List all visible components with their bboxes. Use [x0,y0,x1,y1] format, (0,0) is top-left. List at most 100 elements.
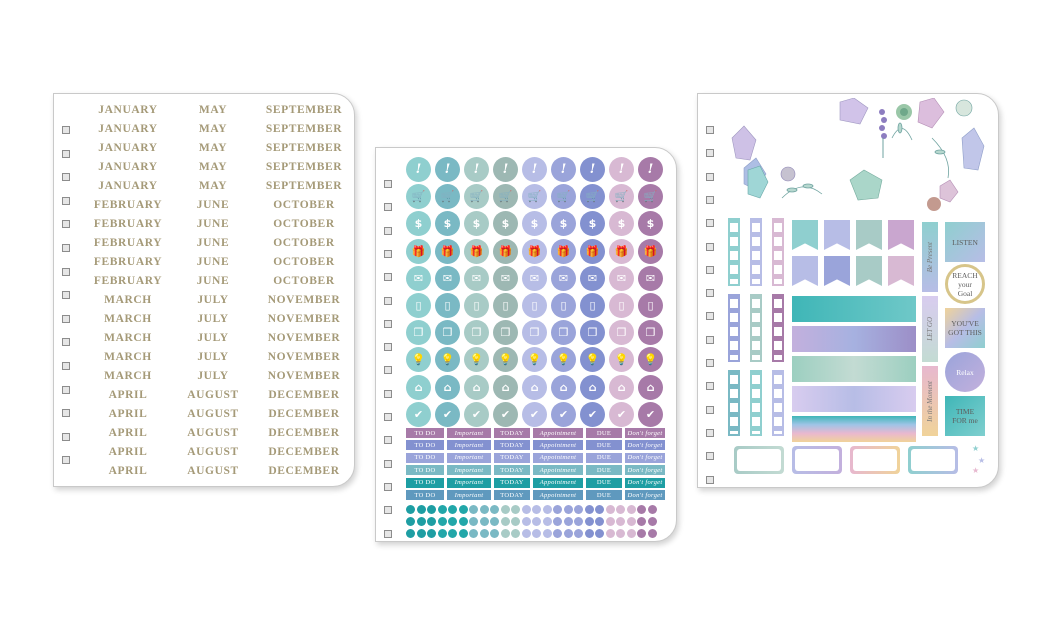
month-label: OCTOBER [273,274,335,287]
task-label: TODAY [494,490,530,501]
binder-hole [706,428,714,437]
binder-hole [384,343,392,352]
month-label: NOVEMBER [267,369,341,382]
icon-row: $ $ $ $ $ $ $ $ $ [406,210,666,237]
month-row: JANUARY MAY SEPTEMBER [88,157,350,176]
task-label-row: TO DO Important TODAY Appointment DUE Don't f… [406,477,668,490]
binder-hole [62,267,70,276]
dot-sticker [511,516,520,526]
checkbox-strip [728,218,740,286]
be-present-tag: Be Present [922,222,938,292]
month-label: NOVEMBER [267,312,341,325]
gift-icon: 🎁 [609,238,634,264]
month-row: MARCH JULY NOVEMBER [88,328,350,347]
month-label: DECEMBER [268,445,340,458]
month-label: AUGUST [187,388,239,401]
documents-icon: ❐ [522,320,547,346]
dot-sticker [500,516,510,526]
binder-hole [62,244,70,252]
dot-sticker [448,528,457,538]
checkbox-strip [750,218,762,286]
month-label: SEPTEMBER [265,122,343,135]
month-label: JUNE [196,255,230,268]
task-label-row: TO DO Important TODAY Appointment DUE Don't f… [406,452,668,465]
phone-icon: ▯ [464,293,489,319]
binder-hole [706,265,714,274]
task-label: Important [447,477,491,488]
lightbulb-icon: 💡 [638,347,663,373]
binder-hole [384,203,392,212]
dot-sticker [458,528,468,538]
binder-holes [384,148,394,541]
binder-hole [384,482,392,491]
month-label: JULY [197,369,229,382]
icon-row: 🛒 🛒 🛒 🛒 🛒 🛒 🛒 🛒 🛒 [406,183,666,210]
crystal-cluster-icon [731,98,985,203]
dot-sticker-grid [406,503,668,539]
task-label: Don't forget [625,490,665,501]
dot-sticker [595,504,604,514]
icon-row: !!!!!!!!! [406,156,666,183]
month-label: MAY [198,160,228,173]
dot-sticker [469,528,478,538]
task-label: TO DO [406,465,444,476]
checkbox-strip [772,294,784,362]
pennant-flag [824,220,850,250]
gift-icon: 🎁 [435,238,460,264]
dot-sticker [448,516,457,526]
dot-sticker [427,516,436,526]
dot-sticker [479,504,489,514]
dot-sticker [605,504,615,514]
gift-icon: 🎁 [551,238,576,264]
icon-sticker-sheet: !!!!!!!!! 🛒 🛒 🛒 🛒 🛒 🛒 🛒 🛒 🛒 $ $ $ $ $ $ $ $ $ 🎁 🎁 🎁 🎁 🎁 🎁 🎁 🎁 🎁 ✉ ✉ ✉ ✉… [375,147,677,542]
label-frame [908,446,958,474]
task-label: Don't forget [625,428,665,438]
month-label: APRIL [108,445,148,458]
binder-hole [384,389,392,398]
exclamation-icon: ! [551,157,576,183]
checkmark-icon: ✔ [406,401,431,427]
dot-sticker [542,516,552,526]
month-label: FEBRUARY [93,198,163,211]
task-label: Don't forget [625,440,665,451]
dot-sticker [406,516,415,526]
time-for-me-sticker: TIME FOR me [945,396,985,436]
checkmark-icon: ✔ [522,401,547,427]
lightbulb-icon: 💡 [493,347,518,373]
phone-icon: ▯ [609,293,634,319]
binder-hole [706,195,714,204]
dot-row [406,527,668,539]
checkbox-strip [772,370,784,436]
dot-sticker [553,528,562,538]
dot-sticker [490,528,499,538]
binder-hole [62,126,70,134]
dot-sticker [584,516,594,526]
dot-sticker [437,528,447,538]
month-row: JANUARY MAY SEPTEMBER [88,138,350,157]
task-label: DUE [586,452,622,463]
listen-sticker: LISTEN [945,222,985,262]
label-frame-inner [853,449,897,471]
month-label: MARCH [104,331,152,344]
dot-sticker [542,504,552,514]
house-icon: ⌂ [638,374,663,400]
month-label: DECEMBER [268,388,340,401]
gift-icon: 🎁 [580,238,605,264]
task-label: Important [447,465,491,476]
month-label: DECEMBER [268,407,340,420]
icon-row: ▯ ▯ ▯ ▯ ▯ ▯ ▯ ▯ ▯ [406,292,666,319]
dot-sticker [532,528,541,538]
label-frame-inner [737,449,781,471]
month-label: OCTOBER [273,198,335,211]
dot-sticker [605,516,615,526]
dollar-icon: $ [580,211,605,237]
month-label: APRIL [108,407,148,420]
month-label: JUNE [196,236,230,249]
month-label: DECEMBER [268,426,340,439]
month-row: APRIL AUGUST DECEMBER [88,385,350,404]
dot-sticker [574,504,583,514]
documents-icon: ❐ [580,320,605,346]
month-label: APRIL [108,426,148,439]
in-the-moment-tag: In the Moment [922,366,938,436]
task-label: TODAY [494,477,530,488]
